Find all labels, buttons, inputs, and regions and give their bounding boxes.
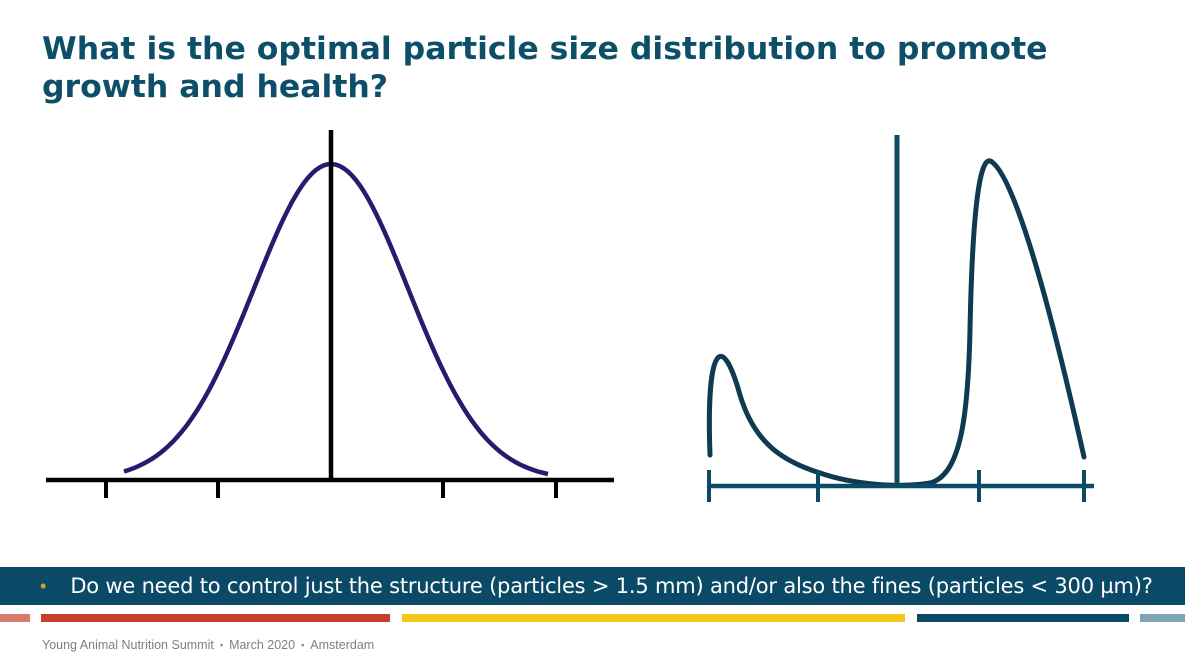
footer-separator: ▪ xyxy=(219,640,224,650)
normal-curve xyxy=(123,161,549,477)
footer-stripe-4 xyxy=(917,614,1129,622)
footer-stripe-3 xyxy=(402,614,905,622)
footer-stripe-2 xyxy=(41,614,390,622)
bimodal-distribution-diagram xyxy=(706,135,1094,502)
slide-title: What is the optimal particle size distri… xyxy=(42,31,1048,105)
bimodal-curve xyxy=(706,158,1087,488)
footer-separator: ▪ xyxy=(301,640,305,650)
question-text: Do we need to control just the structure… xyxy=(70,574,1153,598)
question-bar: • Do we need to control just the structu… xyxy=(0,567,1185,605)
footer-date: March 2020 xyxy=(229,638,296,652)
footer-event: Young Animal Nutrition Summit xyxy=(42,638,214,652)
footer-stripe-1 xyxy=(0,614,30,622)
bullet-point: • xyxy=(40,576,47,596)
footer: Young Animal Nutrition Summit ▪ March 2020… xyxy=(42,638,374,652)
distribution-diagrams xyxy=(46,130,1094,502)
footer-location: Amsterdam xyxy=(310,638,375,652)
footer-stripe-5 xyxy=(1140,614,1185,622)
normal-distribution-diagram xyxy=(46,130,614,498)
